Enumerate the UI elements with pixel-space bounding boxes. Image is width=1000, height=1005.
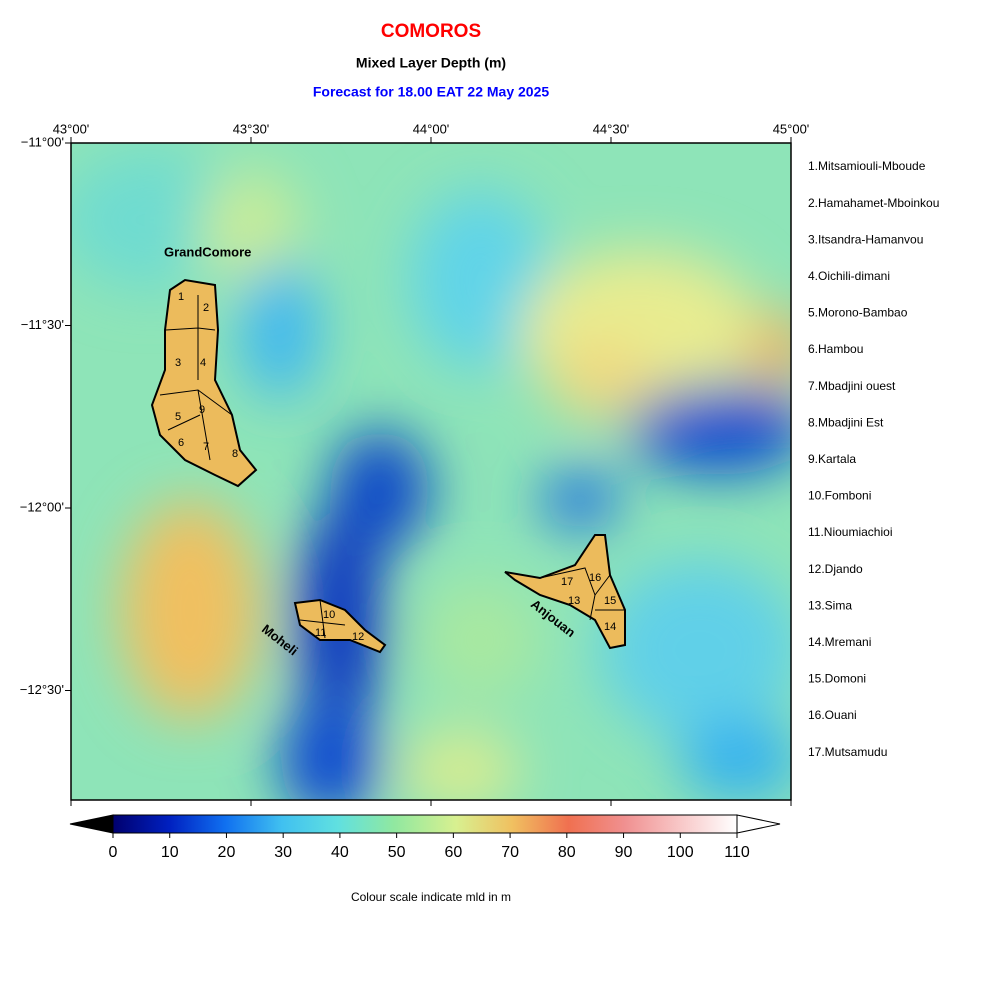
region-number: 5	[175, 411, 181, 423]
colorbar-tick-label: 80	[558, 844, 576, 861]
region-number: 7	[203, 441, 209, 453]
colorbar-tick-label: 60	[444, 844, 462, 861]
lon-tick-label: 43°00'	[53, 121, 90, 136]
region-number: 11	[315, 627, 326, 639]
legend-entry: 3.Itsandra-Hamanvou	[808, 232, 923, 246]
region-number: 10	[323, 609, 335, 621]
lon-tick-label: 44°30'	[593, 121, 630, 136]
colorbar-tick-label: 0	[109, 844, 118, 861]
lat-tick-label: −12°00'	[20, 499, 64, 514]
region-number: 6	[178, 437, 184, 449]
forecast: Forecast for 18.00 EAT 22 May 2025	[313, 84, 550, 100]
legend-entry: 5.Morono-Bambao	[808, 306, 908, 320]
region-number: 3	[175, 357, 181, 369]
title: COMOROS	[381, 21, 481, 42]
colorbar-tick-label: 30	[274, 844, 292, 861]
moheli	[293, 598, 387, 654]
legend-entry: 7.Mbadjini ouest	[808, 379, 896, 393]
region-number: 13	[568, 595, 580, 607]
legend-entry: 4.Oichili-dimani	[808, 269, 890, 283]
colorbar-tick-label: 100	[667, 844, 694, 861]
region-numbers: 1 2 3 4 5 6 7 8 9 10 11 12 13 14 15 16 1…	[175, 291, 616, 643]
colorbar-high-arrow	[736, 814, 781, 834]
subtitle: Mixed Layer Depth (m)	[356, 55, 506, 71]
colorbar-tick-label: 90	[615, 844, 633, 861]
colorbar-tick-label: 40	[331, 844, 349, 861]
region-number: 14	[604, 621, 616, 633]
legend-entry: 8.Mbadjini Est	[808, 415, 884, 429]
lon-tick-label: 45°00'	[773, 121, 810, 136]
legend-entry: 15.Domoni	[808, 672, 866, 686]
colorbar-tick-label: 20	[218, 844, 236, 861]
anjouan	[504, 534, 626, 650]
region-number: 15	[604, 595, 616, 607]
legend-entry: 6.Hambou	[808, 342, 863, 356]
field	[71, 143, 791, 800]
region-number: 12	[352, 631, 364, 643]
legend-entry: 16.Ouani	[808, 708, 857, 722]
lon-tick-label: 43°30'	[233, 121, 270, 136]
lon-tick-label: 44°00'	[413, 121, 450, 136]
lat-tick-label: −12°30'	[20, 682, 64, 697]
colorbar-caption: Colour scale indicate mld in m	[351, 890, 511, 904]
legend-entry: 12.Djando	[808, 562, 863, 576]
colorbar-tick-label: 110	[724, 844, 750, 861]
legend-entry: 1.Mitsamiouli-Mboude	[808, 159, 926, 173]
legend-entry: 10.Fomboni	[808, 489, 871, 503]
legend-entry: 13.Sima	[808, 598, 852, 612]
legend-entry: 9.Kartala	[808, 452, 856, 466]
region-number: 2	[203, 302, 209, 314]
region-number: 8	[232, 448, 238, 460]
region-number: 1	[178, 291, 184, 303]
legend-entry: 2.Hamahamet-Mboinkou	[808, 196, 939, 210]
region-number: 17	[561, 576, 573, 588]
lat-tick-label: −11°00'	[21, 134, 64, 149]
islands	[150, 278, 626, 654]
colorbar-tick-label: 70	[501, 844, 519, 861]
island-label: GrandComore	[164, 244, 251, 259]
district-borders	[159, 295, 625, 639]
lat-tick-label: −11°30'	[21, 317, 64, 332]
legend-entry: 14.Mremani	[808, 635, 871, 649]
legend-entry: 17.Mutsamudu	[808, 745, 887, 759]
colorbar	[112, 814, 738, 834]
colorbar-tick-label: 10	[161, 844, 179, 861]
region-number: 9	[199, 404, 205, 416]
colorbar-tick-label: 50	[388, 844, 406, 861]
grand-comore	[150, 278, 258, 488]
legend-entry: 11.Nioumiachioi	[808, 525, 893, 539]
region-number: 4	[200, 357, 206, 369]
colorbar-low-arrow	[69, 814, 114, 834]
region-number: 16	[589, 572, 601, 584]
